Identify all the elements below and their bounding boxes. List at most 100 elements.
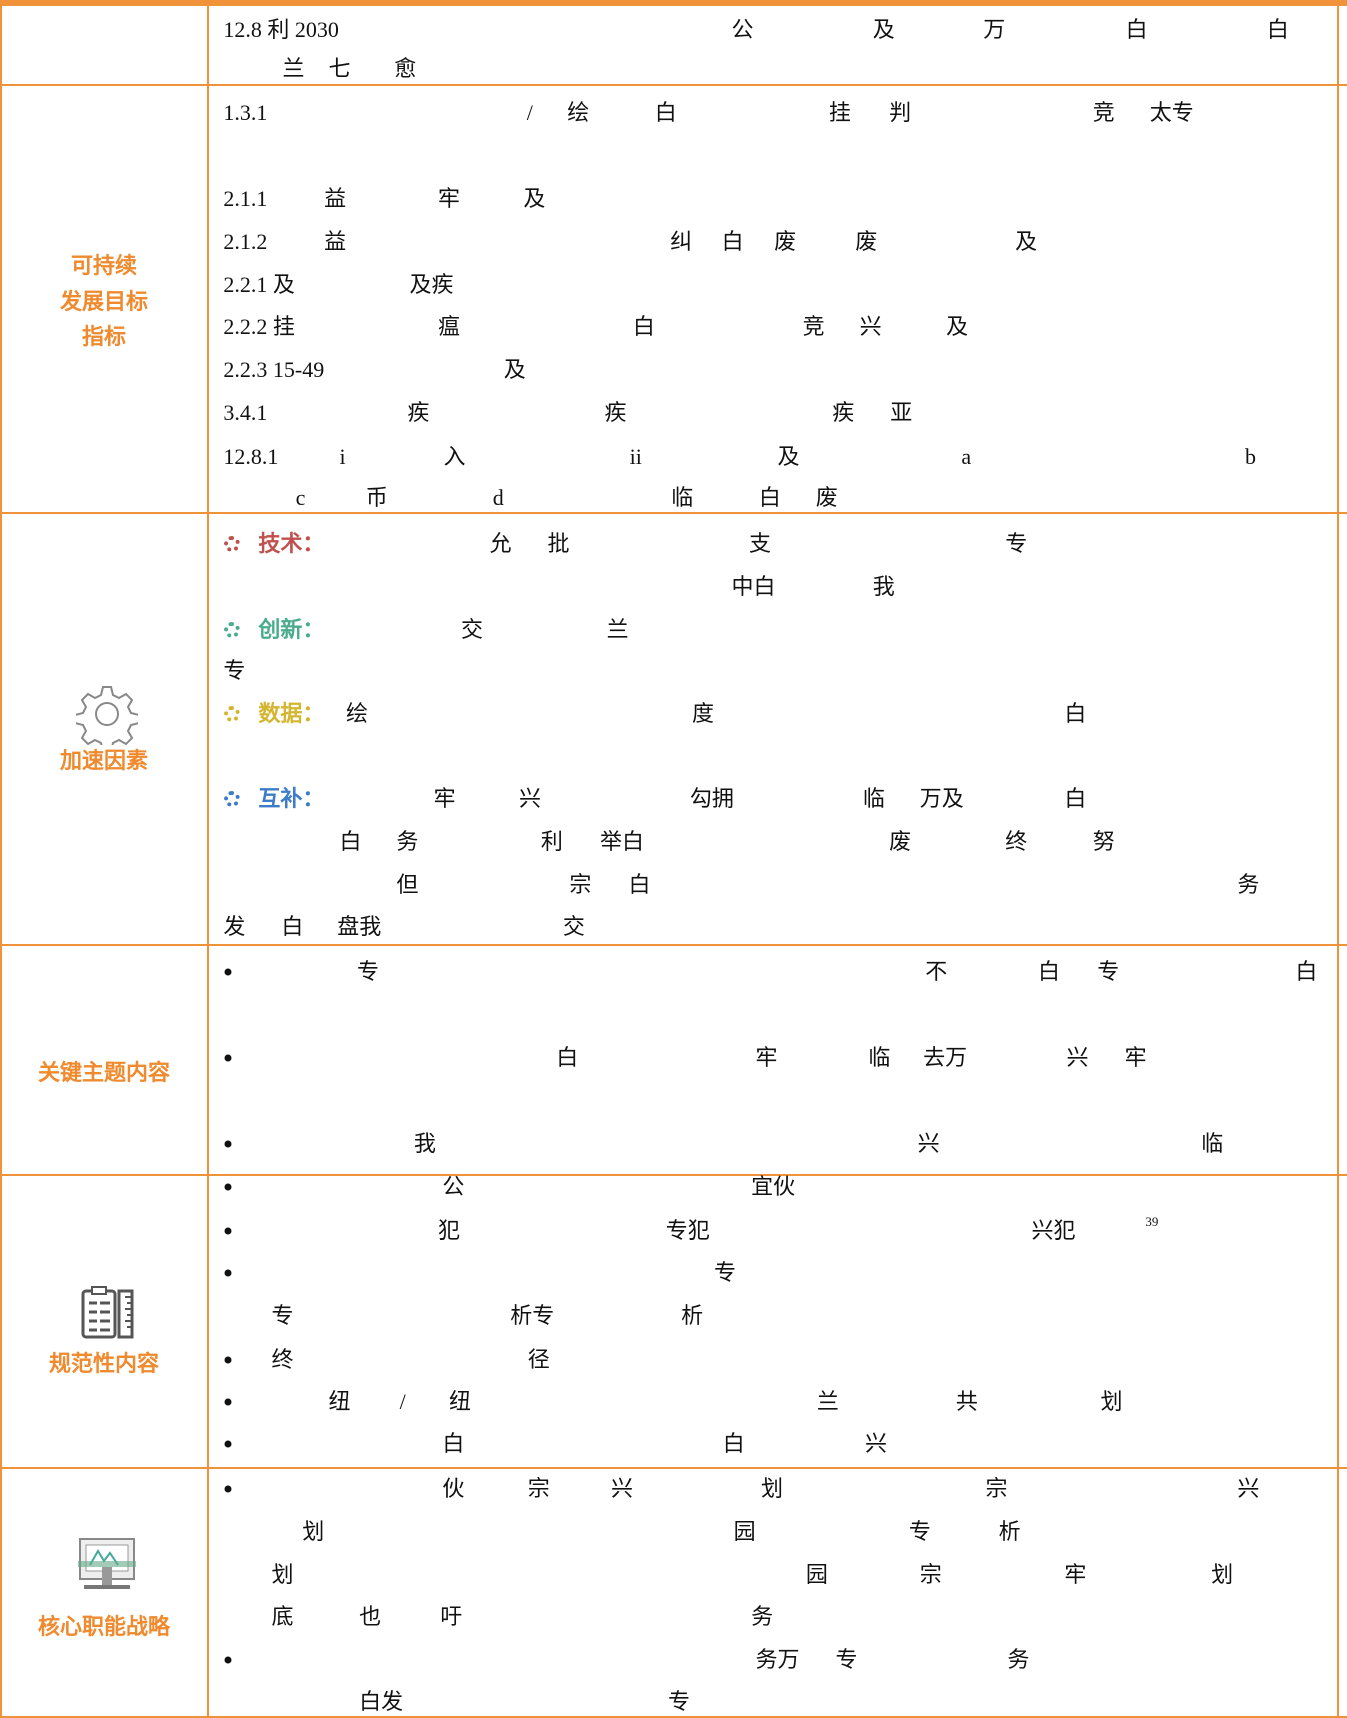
text-fragment: 白 xyxy=(1125,16,1148,42)
text-fragment: 判 xyxy=(889,99,912,125)
text-fragment: 中白 xyxy=(731,573,776,599)
bullet xyxy=(224,1656,232,1664)
text-fragment: 支 xyxy=(748,531,771,557)
text-fragment: 专 xyxy=(667,1688,690,1714)
text-fragment: ii xyxy=(629,443,642,469)
text-fragment: 2.1.2 xyxy=(223,228,268,254)
text-fragment: 七 xyxy=(328,55,351,81)
text-fragment: 疾 xyxy=(407,399,430,425)
text-fragment: 白 xyxy=(556,1044,579,1070)
text-fragment: 入 xyxy=(443,443,466,469)
column-divider xyxy=(207,0,209,1718)
text-fragment: 批 xyxy=(547,531,570,557)
text-fragment: 纠 xyxy=(670,228,693,254)
text-fragment: 39 xyxy=(1145,1214,1159,1230)
text-fragment: 划 xyxy=(1211,1561,1234,1587)
text-fragment: 交 xyxy=(562,914,585,940)
text-fragment: 临 xyxy=(868,1044,891,1070)
text-fragment: 及 xyxy=(523,186,546,212)
text-fragment: 宜伙 xyxy=(751,1173,796,1199)
left-border xyxy=(0,0,2,1718)
top-border xyxy=(0,0,1347,6)
text-fragment: 也 xyxy=(359,1604,382,1630)
text-fragment: 允 xyxy=(489,531,512,557)
machine-icon xyxy=(78,1538,136,1589)
right-border xyxy=(1337,0,1339,1718)
text-fragment: 疾 xyxy=(604,399,627,425)
text-fragment: 勾拥 xyxy=(689,786,734,812)
row-label: 规范性内容 xyxy=(48,1351,159,1378)
text-fragment: 务 xyxy=(1007,1647,1030,1673)
text-fragment: 兰 xyxy=(606,616,629,642)
text-fragment: 白 xyxy=(654,99,677,125)
text-fragment: 度 xyxy=(692,700,715,726)
text-fragment: 愈 xyxy=(394,55,417,81)
text-fragment: 牢 xyxy=(433,786,456,812)
text-fragment: 及疾 xyxy=(409,271,454,297)
text-fragment: 挂 xyxy=(828,99,851,125)
bullet xyxy=(224,1183,232,1191)
bullet xyxy=(224,1269,232,1277)
text-fragment: 公 xyxy=(442,1173,465,1199)
text-fragment: 临 xyxy=(1201,1131,1224,1157)
text-fragment: 径 xyxy=(527,1346,550,1372)
text-fragment: b xyxy=(1245,443,1256,469)
text-fragment: 白 xyxy=(1064,786,1087,812)
text-fragment: 但 xyxy=(396,871,419,897)
text-fragment: 划 xyxy=(761,1476,784,1502)
text-fragment: / xyxy=(526,99,533,125)
text-fragment: 牢 xyxy=(1124,1044,1147,1070)
row-border xyxy=(0,943,1347,946)
heading-icon xyxy=(224,705,241,722)
text-fragment: 亚 xyxy=(890,399,913,425)
text-fragment: 2.2.3 15-49 xyxy=(223,357,325,383)
heading: 互补： xyxy=(258,786,325,813)
bullet xyxy=(224,1054,232,1062)
bullet xyxy=(224,1140,232,1148)
text-fragment: 专 xyxy=(271,1303,294,1329)
text-fragment: 专 xyxy=(356,959,379,985)
text-fragment: 共 xyxy=(955,1388,978,1414)
text-fragment: 公 xyxy=(731,16,754,42)
text-fragment: 宗 xyxy=(527,1476,550,1502)
text-fragment: 划 xyxy=(302,1518,325,1544)
heading: 数据： xyxy=(258,700,325,727)
text-fragment: 及 xyxy=(1015,228,1038,254)
text-fragment: 兴 xyxy=(519,786,542,812)
text-fragment: 务 xyxy=(1237,871,1260,897)
text-fragment: 纽 xyxy=(328,1388,351,1414)
row-border xyxy=(0,1467,1347,1470)
row-border xyxy=(0,84,1347,87)
bullet xyxy=(224,1227,232,1235)
text-fragment: 专 xyxy=(908,1518,931,1544)
text-fragment: 废 xyxy=(889,829,912,855)
text-fragment: a xyxy=(961,443,972,469)
bullet xyxy=(224,1398,232,1406)
text-fragment: 务万 xyxy=(755,1647,800,1673)
text-fragment: 白 xyxy=(1038,959,1061,985)
bullet xyxy=(224,1440,232,1448)
text-fragment: 白 xyxy=(339,829,362,855)
text-fragment: 2.2.1 及 xyxy=(223,271,295,297)
text-fragment: 币 xyxy=(365,485,388,511)
row-label: 加速因素 xyxy=(59,748,148,775)
text-fragment: 竞 xyxy=(802,314,825,340)
text-fragment: 白 xyxy=(721,228,744,254)
text-fragment: 发 xyxy=(223,914,246,940)
text-fragment: 绘 xyxy=(567,99,590,125)
text-fragment: 牢 xyxy=(438,186,461,212)
text-fragment: 我 xyxy=(872,573,895,599)
heading-icon xyxy=(224,621,241,638)
bullet xyxy=(224,1356,232,1364)
text-fragment: 兴犯 xyxy=(1031,1217,1076,1243)
bottom-border xyxy=(0,1716,1347,1718)
text-fragment: i xyxy=(339,443,346,469)
text-fragment: 临 xyxy=(671,485,694,511)
text-fragment: 宗 xyxy=(985,1476,1008,1502)
text-fragment: 宗 xyxy=(569,871,592,897)
text-fragment: 园 xyxy=(805,1561,828,1587)
text-fragment: 终 xyxy=(1005,829,1028,855)
text-fragment: 纽 xyxy=(448,1388,471,1414)
text-fragment: 务 xyxy=(751,1604,774,1630)
